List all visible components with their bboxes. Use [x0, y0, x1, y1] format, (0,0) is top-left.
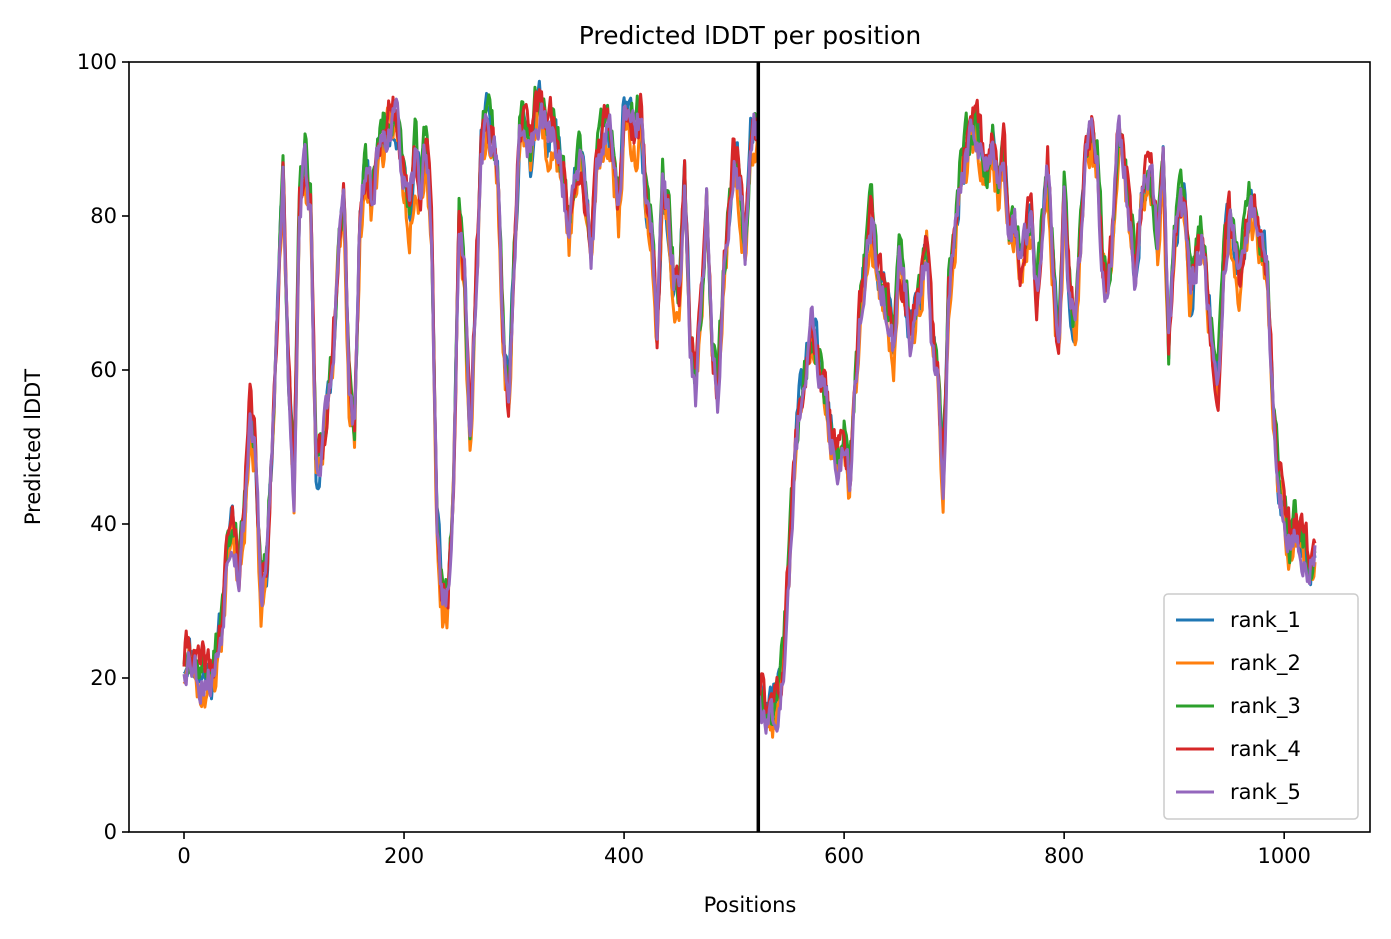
x-tick-label: 1000: [1257, 844, 1310, 868]
x-tick-label: 800: [1044, 844, 1084, 868]
plot-area: [182, 62, 1317, 832]
legend-label-rank-2: rank_2: [1230, 651, 1301, 676]
y-tick-label: 60: [90, 358, 117, 382]
x-tick-label: 200: [384, 844, 424, 868]
legend-label-rank-5: rank_5: [1230, 780, 1301, 805]
legend-label-rank-1: rank_1: [1230, 608, 1301, 633]
legend-label-rank-3: rank_3: [1230, 694, 1301, 719]
y-tick-label: 100: [77, 50, 117, 74]
y-tick-label: 40: [90, 512, 117, 536]
legend: rank_1 rank_2 rank_3 rank_4 rank_5: [1163, 593, 1359, 820]
y-axis-ticks: 0 20 40 60 80 100: [77, 50, 129, 844]
series-line-rank-5: [757, 114, 1317, 735]
series-line-rank-4: [182, 88, 759, 679]
x-tick-label: 400: [604, 844, 644, 868]
y-axis-title: Predicted lDDT: [21, 369, 45, 525]
legend-box: [1163, 593, 1359, 820]
x-axis-ticks: 0 200 400 600 800 1000: [177, 832, 1311, 868]
x-axis-title: Positions: [704, 893, 797, 917]
y-tick-label: 80: [90, 204, 117, 228]
plot-frame: [128, 61, 1371, 833]
x-tick-label: 0: [177, 844, 190, 868]
chart-title: Predicted lDDT per position: [579, 21, 921, 50]
y-tick-label: 0: [104, 820, 117, 844]
legend-label-rank-4: rank_4: [1230, 737, 1301, 762]
x-tick-label: 600: [824, 844, 864, 868]
y-tick-label: 20: [90, 666, 117, 690]
series-line-rank-5: [182, 97, 759, 705]
